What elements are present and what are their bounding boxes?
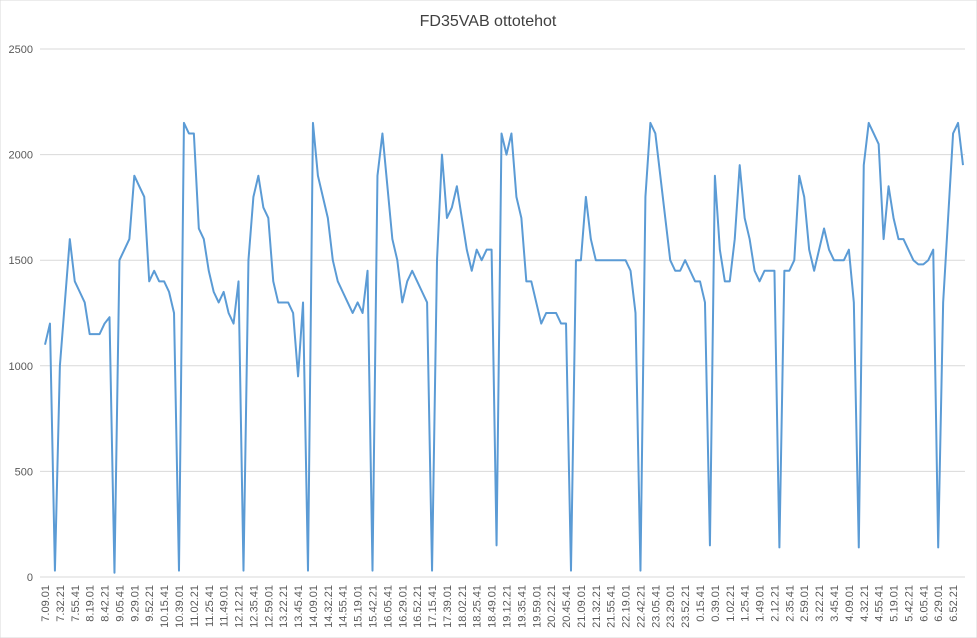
x-tick-label: 9.29.01 — [129, 585, 141, 622]
x-tick-label: 15.19.01 — [353, 585, 365, 628]
x-tick-label: 12.59.01 — [263, 585, 275, 628]
x-tick-label: 19.12.21 — [501, 585, 513, 628]
x-tick-label: 21.32.21 — [591, 585, 603, 628]
x-tick-label: 4.55.41 — [874, 585, 886, 622]
x-tick-label: 2.59.01 — [799, 585, 811, 622]
y-tick-label: 2000 — [9, 150, 33, 162]
x-tick-label: 21.55.41 — [606, 585, 618, 628]
x-tick-label: 13.45.41 — [293, 585, 305, 628]
x-tick-label: 7.32.21 — [55, 585, 67, 622]
x-tick-label: 6.52.21 — [948, 585, 960, 622]
x-tick-label: 11.49.01 — [219, 585, 231, 627]
x-tick-label: 14.32.21 — [323, 585, 335, 628]
x-tick-label: 20.22.21 — [546, 585, 558, 628]
x-tick-label: 9.05.41 — [114, 585, 126, 622]
x-tick-label: 19.35.41 — [516, 585, 528, 628]
chart-title: FD35VAB ottotehot — [420, 13, 557, 30]
x-tick-label: 17.15.41 — [427, 585, 439, 628]
x-tick-label: 6.05.41 — [918, 585, 930, 622]
x-tick-label: 1.49.01 — [755, 585, 767, 622]
data-line — [44, 121, 964, 574]
x-tick-label: 22.19.01 — [621, 585, 633, 628]
y-tick-label: 2500 — [9, 44, 33, 56]
x-tick-label: 3.45.41 — [829, 585, 841, 622]
x-tick-label: 8.19.01 — [85, 585, 97, 622]
y-tick-label: 0 — [27, 572, 33, 584]
x-tick-label: 7.09.01 — [40, 585, 52, 622]
x-tick-label: 8.42.21 — [100, 585, 112, 622]
x-tick-label: 2.35.41 — [784, 585, 796, 622]
x-tick-label: 17.39.01 — [442, 585, 454, 628]
x-tick-label: 11.25.41 — [204, 585, 216, 627]
x-tick-label: 5.42.21 — [903, 585, 915, 622]
x-tick-label: 1.02.21 — [725, 585, 737, 622]
x-tick-label: 0.15.41 — [695, 585, 707, 622]
x-tick-label: 15.42.21 — [368, 585, 380, 628]
y-tick-label: 1000 — [9, 361, 33, 373]
x-tick-label: 12.12.21 — [234, 585, 246, 628]
x-tick-label: 4.32.21 — [859, 585, 871, 622]
x-tick-label: 21.09.01 — [576, 585, 588, 628]
x-tick-label: 10.39.01 — [174, 585, 186, 628]
x-tick-label: 14.09.01 — [308, 585, 320, 628]
x-tick-label: 18.02.21 — [457, 585, 469, 628]
x-tick-label: 18.49.01 — [487, 585, 499, 628]
x-tick-label: 2.12.21 — [769, 585, 781, 622]
x-tick-label: 18.25.41 — [472, 585, 484, 628]
x-tick-label: 11.02.21 — [189, 585, 201, 627]
x-tick-label: 9.52.21 — [144, 585, 156, 622]
x-tick-label: 13.22.21 — [278, 585, 290, 628]
x-tick-label: 5.19.01 — [889, 585, 901, 622]
x-tick-label: 4.09.01 — [844, 585, 856, 622]
x-tick-label: 0.39.01 — [710, 585, 722, 622]
x-tick-label: 3.22.21 — [814, 585, 826, 622]
x-tick-label: 22.42.21 — [635, 585, 647, 628]
x-tick-label: 23.52.21 — [680, 585, 692, 628]
x-tick-label: 20.45.41 — [561, 585, 573, 628]
x-tick-label: 19.59.01 — [531, 585, 543, 628]
x-tick-label: 12.35.41 — [248, 585, 260, 628]
x-tick-label: 10.15.41 — [159, 585, 171, 628]
y-tick-label: 1500 — [9, 255, 33, 267]
x-tick-label: 7.55.41 — [70, 585, 82, 622]
x-tick-label: 23.29.01 — [665, 585, 677, 628]
x-tick-label: 1.25.41 — [740, 585, 752, 622]
x-tick-label: 16.52.21 — [412, 585, 424, 628]
x-tick-label: 16.29.01 — [397, 585, 409, 628]
x-tick-label: 14.55.41 — [338, 585, 350, 628]
x-tick-label: 23.05.41 — [650, 585, 662, 628]
y-tick-label: 500 — [15, 466, 33, 478]
x-tick-label: 6.29.01 — [933, 585, 945, 622]
x-tick-label: 16.05.41 — [382, 585, 394, 628]
